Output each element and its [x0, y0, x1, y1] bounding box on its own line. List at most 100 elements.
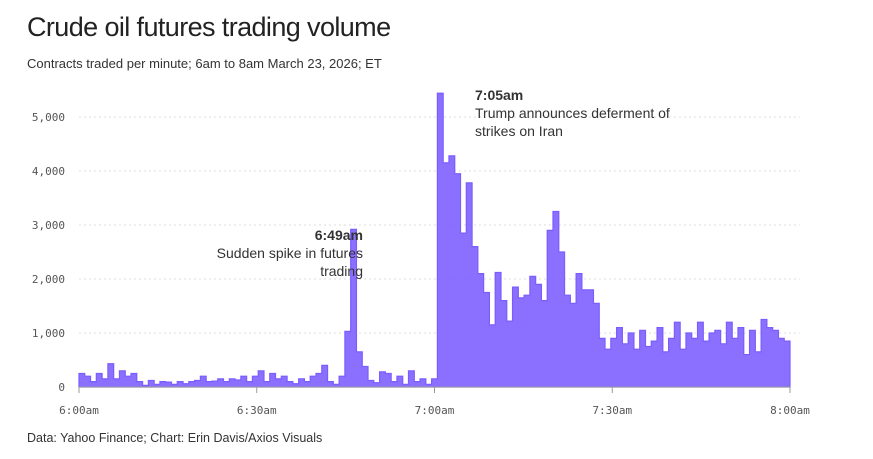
y-tick-label: 1,000: [32, 327, 65, 340]
volume-bar-24: [218, 379, 224, 387]
volume-bar-105: [686, 333, 692, 387]
y-tick-label: 0: [58, 381, 65, 394]
x-tick-label: 8:00am: [770, 404, 810, 417]
volume-area-path: [78, 92, 791, 388]
volume-bar-77: [524, 295, 530, 387]
volume-bar-17: [177, 382, 183, 387]
volume-bar-42: [322, 365, 328, 387]
volume-bar-41: [316, 374, 322, 388]
volume-bar-86: [576, 274, 582, 387]
volume-bar-88: [588, 290, 594, 387]
volume-bar-89: [593, 303, 599, 387]
volume-bar-32: [264, 382, 270, 387]
axis-layer: 0 1,000 2,000 3,000 4,000 5,000 6:00am 6:30am 7:…: [32, 111, 810, 417]
y-tick-label: 4,000: [32, 165, 65, 178]
volume-bar-59: [420, 379, 426, 387]
y-tick-label: 2,000: [32, 273, 65, 286]
volume-bar-104: [680, 349, 686, 387]
volume-bar-84: [565, 295, 571, 387]
volume-bar-35: [281, 376, 287, 387]
x-tick-label: 6:00am: [59, 404, 99, 417]
chart-title: Crude oil futures trading volume: [27, 12, 391, 42]
volume-bar-67: [466, 183, 472, 387]
volume-bar-71: [489, 325, 495, 387]
x-tick-label: 7:30am: [592, 404, 632, 417]
volume-bar-82: [553, 212, 559, 388]
volume-bar-117: [755, 352, 761, 387]
annotation-text-1-0: Trump announces deferment of: [475, 105, 670, 121]
volume-bar-31: [258, 371, 264, 387]
volume-bar-46: [345, 331, 351, 387]
volume-bar-48: [356, 352, 362, 387]
volume-bar-63: [443, 163, 449, 387]
volume-bar-79: [536, 284, 542, 387]
volume-bar-38: [299, 379, 305, 387]
volume-bar-39: [304, 382, 310, 387]
volume-bar-119: [767, 328, 773, 387]
volume-bar-36: [287, 382, 293, 387]
volume-bar-68: [472, 247, 478, 387]
volume-bar-92: [611, 338, 617, 387]
volume-bar-50: [368, 381, 374, 387]
volume-bar-116: [750, 330, 756, 387]
volume-bar-27: [235, 380, 241, 387]
volume-bar-20: [195, 381, 201, 387]
volume-bar-21: [200, 376, 206, 387]
volume-bar-118: [761, 320, 767, 388]
volume-bar-22: [206, 382, 212, 387]
volume-bar-93: [617, 328, 623, 387]
volume-bar-15: [166, 382, 172, 387]
volume-bar-102: [669, 338, 675, 387]
volume-bar-33: [270, 374, 276, 388]
volume-bar-66: [461, 233, 467, 387]
volume-bar-120: [773, 330, 779, 387]
volume-bar-62: [437, 93, 443, 387]
volume-bar-6: [114, 379, 120, 387]
volume-bar-10: [137, 382, 143, 387]
volume-bar-81: [547, 230, 553, 387]
volume-bar-73: [501, 301, 507, 387]
annotation-layer: 6:49am Sudden spike in futures trading 7:05…: [217, 87, 670, 279]
volume-bar-57: [408, 371, 414, 387]
volume-bar-8: [125, 376, 131, 387]
volume-bar-70: [484, 293, 490, 388]
volume-bar-19: [189, 382, 195, 387]
volume-bar-91: [605, 349, 611, 387]
volume-bar-61: [432, 379, 438, 387]
volume-bar-109: [709, 333, 715, 387]
x-tick-label: 6:30am: [237, 404, 277, 417]
volume-bar-58: [414, 382, 420, 387]
volume-bar-106: [692, 338, 698, 387]
volume-bar-80: [541, 301, 547, 387]
volume-bar-95: [628, 333, 634, 387]
volume-bar-101: [663, 352, 669, 387]
x-tick-label: 7:00am: [415, 404, 455, 417]
chart-source: Data: Yahoo Finance; Chart: Erin Davis/A…: [27, 431, 323, 445]
volume-bar-55: [397, 376, 403, 387]
volume-bar-3: [96, 374, 102, 388]
y-tick-label: 5,000: [32, 111, 65, 124]
volume-bar-98: [645, 347, 651, 388]
volume-bar-75: [513, 287, 519, 387]
volume-bar-9: [131, 374, 137, 388]
volume-bar-30: [252, 376, 258, 387]
volume-bar-14: [160, 382, 166, 387]
volume-bar-115: [744, 355, 750, 387]
volume-bar-54: [391, 382, 397, 387]
volume-bar-94: [622, 344, 628, 387]
y-tick-label: 3,000: [32, 219, 65, 232]
volume-bar-51: [374, 383, 380, 387]
volume-bar-110: [715, 330, 721, 387]
volume-bar-1: [85, 376, 91, 387]
volume-bar-28: [241, 376, 247, 387]
volume-bar-114: [738, 328, 744, 387]
volume-bar-12: [148, 381, 154, 387]
volume-bar-78: [530, 276, 536, 387]
annotation-text-0-1: trading: [320, 263, 363, 279]
volume-bar-122: [784, 341, 790, 387]
volume-bar-53: [385, 374, 391, 388]
volume-bar-69: [478, 274, 484, 387]
volume-bar-52: [380, 372, 386, 387]
volume-bar-5: [108, 364, 114, 387]
volume-bar-121: [778, 338, 784, 387]
